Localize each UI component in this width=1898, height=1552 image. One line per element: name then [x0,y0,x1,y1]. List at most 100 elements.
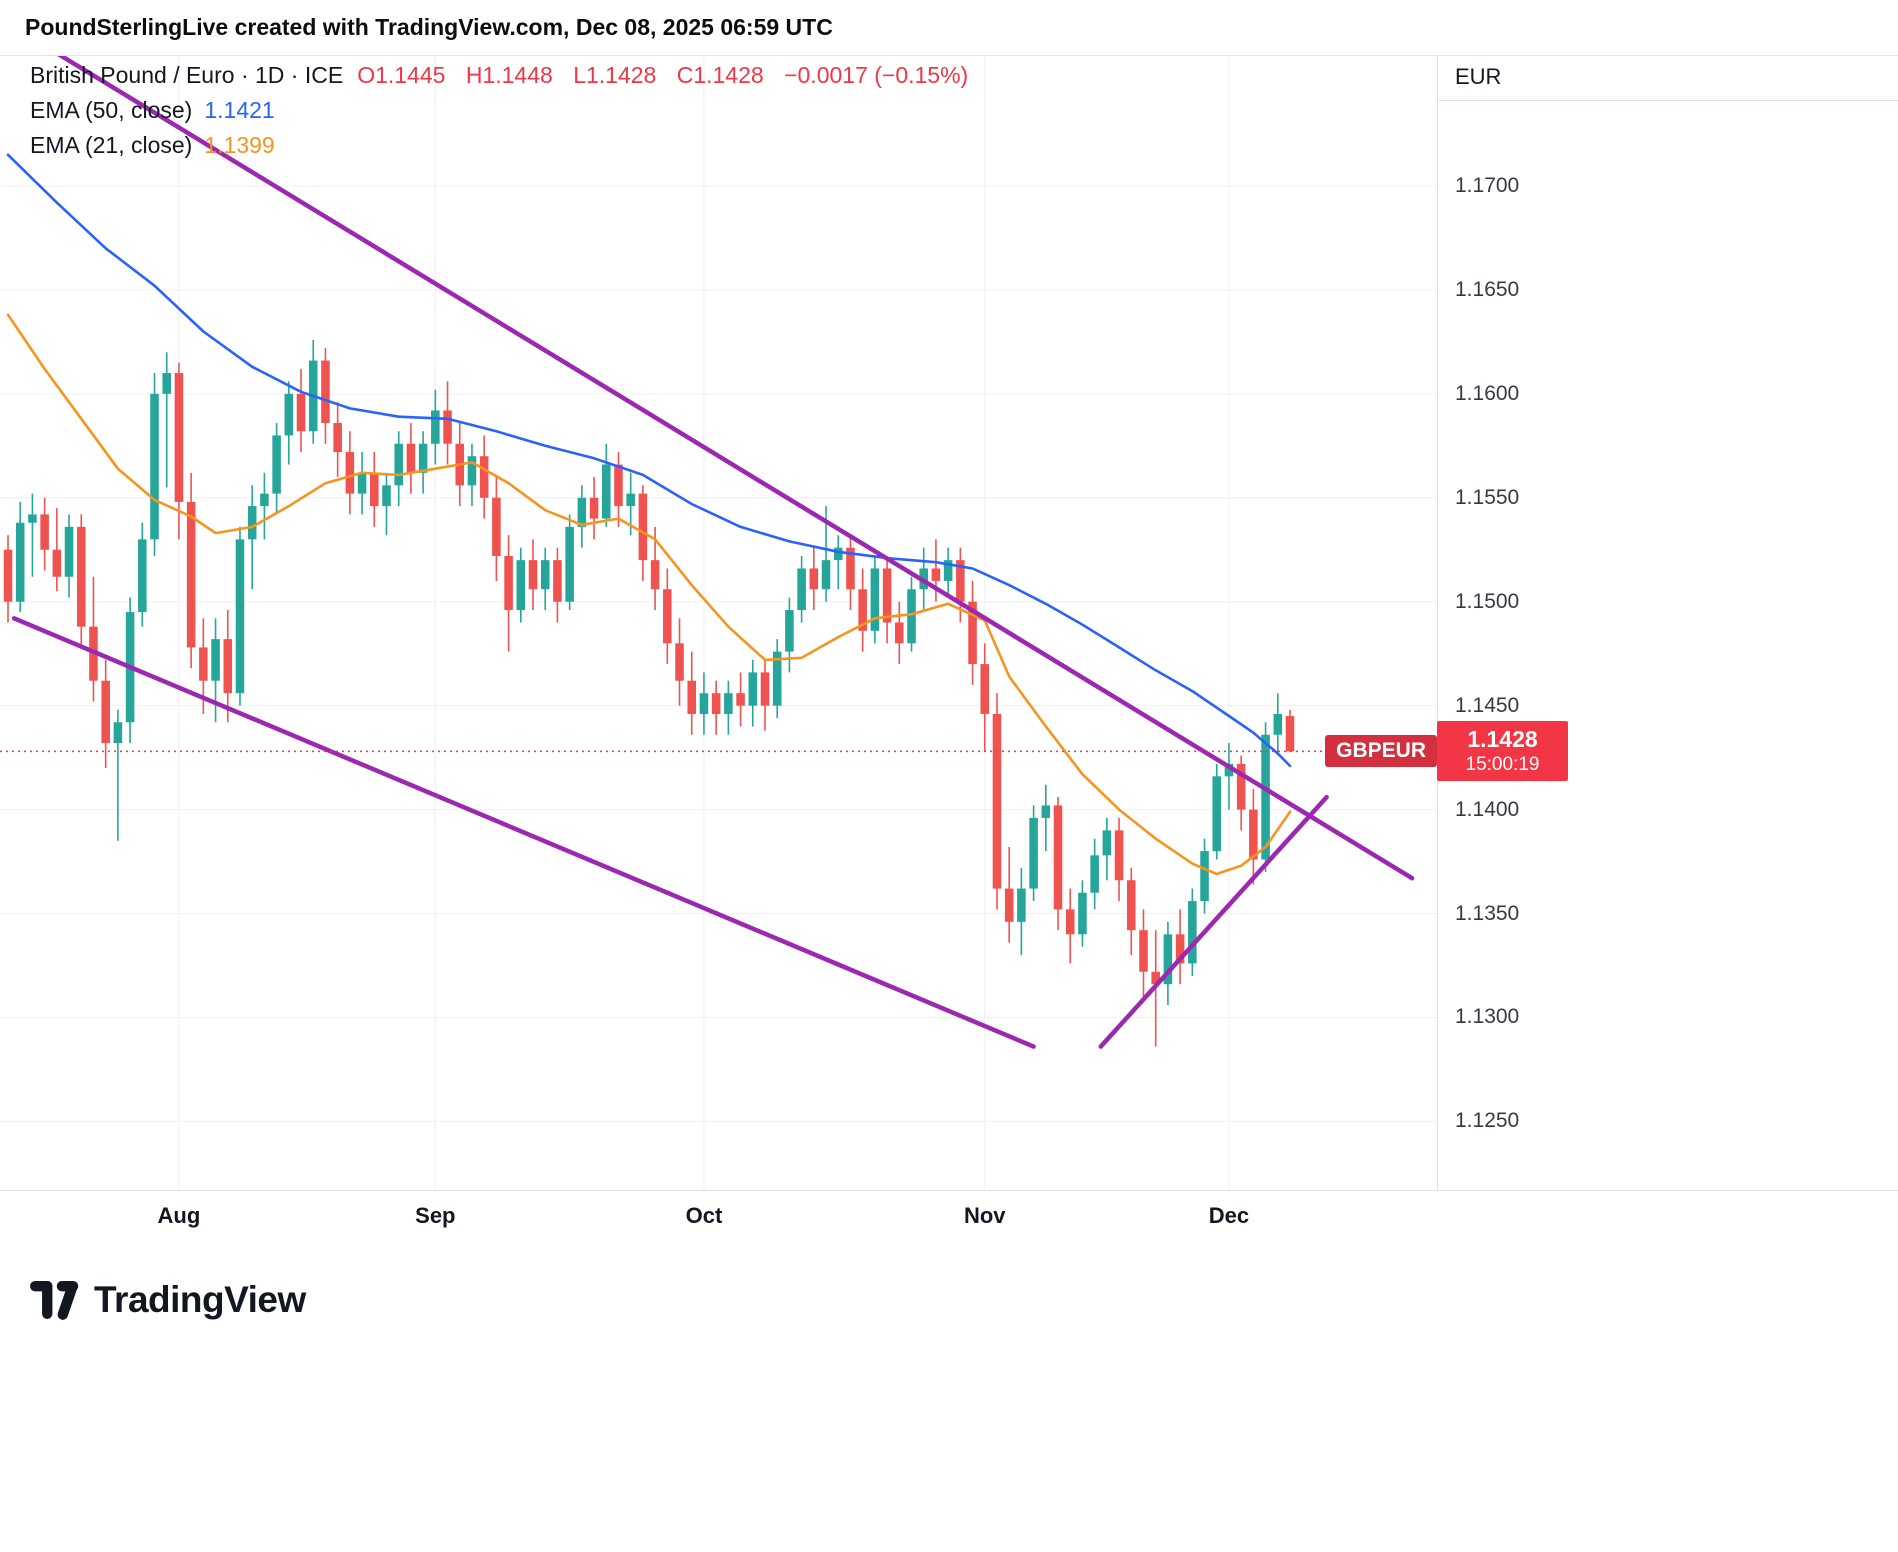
candle[interactable] [516,560,526,611]
candle[interactable] [1004,888,1014,922]
candle[interactable] [931,568,941,581]
candle[interactable] [1078,892,1087,935]
upper-resistance-line[interactable] [32,55,1415,881]
candle[interactable] [821,560,831,590]
candle[interactable] [882,568,892,623]
candle[interactable] [504,555,513,611]
candle[interactable] [907,589,916,644]
candle[interactable] [199,647,208,681]
candle[interactable] [1261,734,1270,860]
candle[interactable] [247,506,257,540]
candle[interactable] [467,456,477,486]
candle[interactable] [406,443,416,473]
candle[interactable] [150,393,159,540]
candle[interactable] [870,568,880,631]
candle[interactable] [1114,830,1124,881]
candle[interactable] [724,693,733,714]
candle[interactable] [589,497,599,519]
candle[interactable] [1151,971,1160,985]
candle[interactable] [1029,817,1038,889]
candle[interactable] [223,639,233,694]
candle[interactable] [809,568,819,590]
candle[interactable] [492,497,501,556]
legend-ema50-row[interactable]: EMA (50, close) 1.1421 [30,97,968,124]
time-axis[interactable]: Aug Sep Oct Nov Dec [0,1191,1898,1245]
candle[interactable] [64,526,74,577]
candle[interactable] [333,422,342,453]
candle[interactable] [699,693,709,714]
candle[interactable] [772,651,782,706]
candle[interactable] [895,622,904,644]
candle[interactable] [1090,855,1099,893]
candle[interactable] [528,560,538,590]
candle[interactable] [736,693,745,706]
candle[interactable] [968,601,977,665]
candle[interactable] [260,493,269,507]
candle[interactable] [675,643,684,681]
candle[interactable] [101,680,110,744]
candle[interactable] [1041,805,1051,818]
candle[interactable] [785,610,794,652]
candle[interactable] [980,664,990,714]
candle[interactable] [797,568,806,611]
candle[interactable] [858,589,867,631]
candle[interactable] [1065,909,1075,935]
candle[interactable] [272,435,281,494]
candle[interactable] [846,547,855,590]
candle[interactable] [1236,763,1246,810]
candle[interactable] [663,589,672,644]
candle[interactable] [3,549,13,602]
candle[interactable] [1224,763,1234,777]
candle[interactable] [553,560,562,602]
candle[interactable] [687,680,697,714]
candle[interactable] [284,393,294,436]
candle[interactable] [748,672,758,706]
candle[interactable] [321,360,330,423]
candle[interactable] [711,693,721,714]
candle[interactable] [345,452,355,494]
candle[interactable] [1175,934,1185,964]
candle[interactable] [992,713,1002,889]
candle[interactable] [1285,716,1295,752]
candle[interactable] [394,443,403,486]
candle[interactable] [28,514,37,523]
candle[interactable] [1273,713,1283,735]
candle[interactable] [1102,830,1112,856]
ema-21-line[interactable] [6,313,1292,876]
legend-ema21-row[interactable]: EMA (21, close) 1.1399 [30,132,968,159]
candle[interactable] [638,493,648,561]
ema-50-line[interactable] [6,153,1292,768]
candle[interactable] [650,560,660,590]
candle[interactable] [1053,805,1063,910]
candle[interactable] [614,464,623,507]
candle[interactable] [186,501,196,648]
candle[interactable] [138,539,147,613]
candle[interactable] [113,722,123,744]
candle[interactable] [1212,776,1222,852]
candle[interactable] [479,456,489,498]
candle[interactable] [174,373,184,502]
legend-symbol-row[interactable]: British Pound / Euro · 1D · ICE O1.1445 … [30,62,968,89]
candle[interactable] [357,472,367,494]
price-chart[interactable] [0,55,1898,1190]
candle[interactable] [1163,934,1173,985]
candle[interactable] [540,560,550,590]
candle[interactable] [565,526,574,602]
tradingview-branding[interactable]: TradingView [30,1278,306,1322]
candle[interactable] [431,410,440,444]
rising-support-line[interactable] [1098,794,1329,1049]
candle[interactable] [577,497,587,527]
candle[interactable] [52,549,62,577]
candle[interactable] [1200,851,1209,902]
candle[interactable] [211,639,220,681]
candle[interactable] [1188,901,1197,964]
lower-channel-line[interactable] [11,616,1036,1049]
candle[interactable] [235,539,245,694]
candle[interactable] [833,547,843,561]
candle[interactable] [943,560,953,581]
candle[interactable] [601,464,611,519]
candle[interactable] [162,373,171,394]
candle[interactable] [370,472,379,507]
candle[interactable] [1017,888,1026,922]
candle[interactable] [1249,809,1258,860]
